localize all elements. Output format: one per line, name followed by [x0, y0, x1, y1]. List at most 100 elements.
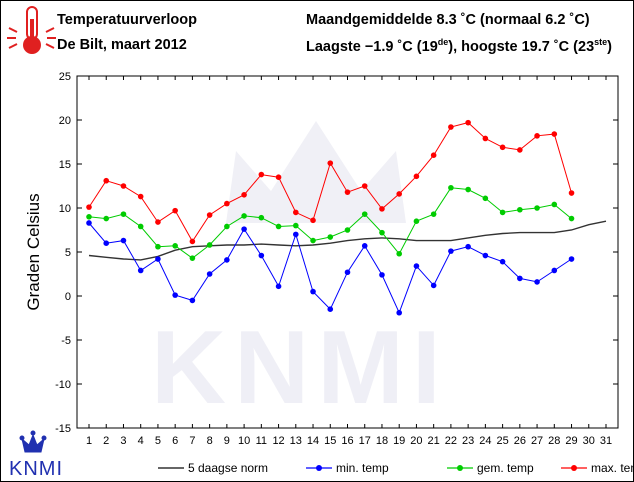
data-point-gem [206, 242, 213, 248]
x-tick-label: 7 [189, 435, 195, 447]
data-point-gem [361, 211, 368, 217]
data-point-gem [465, 186, 471, 193]
data-point-min [275, 283, 282, 290]
data-point-min [379, 272, 385, 278]
data-point-max [379, 206, 385, 212]
data-point-gem [241, 213, 247, 219]
data-point-min [189, 297, 196, 304]
data-point-max [465, 119, 471, 126]
y-tick-label: -15 [55, 423, 71, 435]
data-point-gem [482, 195, 489, 202]
x-tick-label: 26 [514, 435, 526, 447]
x-tick-label: 9 [224, 435, 230, 447]
data-point-max [155, 219, 161, 225]
data-point-gem [189, 255, 196, 261]
x-tick-label: 15 [324, 435, 336, 447]
extremes-text-part: ) [607, 38, 612, 55]
legend-marker-max [571, 465, 577, 471]
x-tick-label: 4 [138, 435, 144, 447]
x-tick-label: 18 [376, 435, 388, 447]
data-point-gem [379, 229, 385, 236]
data-point-min [172, 292, 178, 298]
data-point-min [517, 275, 523, 282]
data-point-min [258, 252, 265, 259]
data-point-min [86, 220, 92, 226]
data-point-max [86, 204, 92, 210]
series-layer [86, 119, 607, 316]
y-tick-label: 20 [59, 115, 71, 127]
data-point-gem [103, 215, 110, 222]
data-point-max [482, 135, 489, 142]
data-point-min [327, 306, 334, 313]
data-point-max [517, 147, 523, 153]
data-point-min [310, 288, 316, 295]
data-point-min [120, 237, 127, 244]
legend: 5 daagse norm min. temp gem. temp max. temp [158, 461, 633, 475]
data-point-max [361, 183, 368, 189]
extremes-superscript-1: de [437, 37, 449, 47]
x-tick-label: 31 [600, 435, 612, 447]
data-point-max [206, 212, 213, 218]
data-point-gem [137, 223, 144, 230]
data-point-gem [499, 209, 506, 216]
data-point-gem [293, 222, 299, 229]
data-point-gem [517, 206, 523, 213]
data-point-max [396, 191, 403, 197]
x-tick-label: 19 [393, 435, 405, 447]
data-point-min [361, 243, 368, 249]
chart-subtitle: De Bilt, maart 2012 [57, 37, 187, 53]
x-tick-label: 10 [238, 435, 250, 447]
x-tick-label: 16 [341, 435, 353, 447]
data-point-max [293, 209, 299, 216]
x-tick-label: 3 [120, 435, 126, 447]
data-point-min [103, 240, 110, 246]
data-point-min [499, 258, 506, 265]
data-point-max [137, 193, 144, 200]
data-point-min [137, 267, 144, 274]
data-point-min [224, 257, 230, 263]
data-point-gem [413, 218, 420, 224]
data-point-max [568, 190, 575, 196]
y-tick-label: 10 [59, 203, 71, 215]
data-point-min [482, 252, 489, 259]
y-axis: -15 -10 -5 0 5 10 15 20 25 [55, 71, 618, 435]
data-point-max [189, 238, 196, 245]
data-point-min [206, 271, 213, 277]
data-point-min [155, 256, 161, 262]
knmi-logo: KNMI [9, 430, 62, 480]
data-point-gem [568, 215, 575, 222]
x-tick-label: 22 [445, 435, 457, 447]
data-point-max [241, 192, 247, 198]
watermark-text: KNMI [151, 310, 449, 426]
data-point-max [310, 217, 316, 224]
extremes-text-part: Laagste −1.9 ˚C (19 [306, 38, 438, 55]
data-point-gem [224, 223, 230, 230]
x-axis: 1 2 3 4 5 6 7 8 9 10 11 12 13 14 15 16 17 18 19 20 21 22 23 24 2… [86, 76, 612, 447]
data-point-min [430, 282, 437, 289]
data-point-max [103, 177, 110, 184]
data-point-min [396, 309, 403, 316]
crown-icon [19, 430, 47, 453]
data-point-gem [155, 243, 161, 250]
data-point-max [413, 173, 420, 180]
x-tick-label: 12 [272, 435, 284, 447]
x-tick-label: 30 [583, 435, 595, 447]
data-point-gem [344, 227, 351, 233]
data-point-max [551, 131, 558, 137]
x-tick-label: 29 [565, 435, 577, 447]
y-tick-label: -10 [55, 379, 71, 391]
series-line-norm [88, 220, 607, 261]
data-point-min [534, 279, 540, 285]
legend-label-max: max. temp [591, 461, 633, 475]
data-point-gem [258, 214, 265, 221]
data-point-max [172, 207, 178, 214]
y-axis-label: Graden Celsius [24, 193, 43, 310]
x-tick-label: 13 [290, 435, 302, 447]
y-tick-label: 25 [59, 71, 71, 83]
data-point-gem [448, 184, 454, 191]
data-point-min [241, 226, 247, 232]
x-tick-label: 21 [428, 435, 440, 447]
data-point-gem [327, 234, 334, 240]
data-point-gem [534, 205, 540, 211]
